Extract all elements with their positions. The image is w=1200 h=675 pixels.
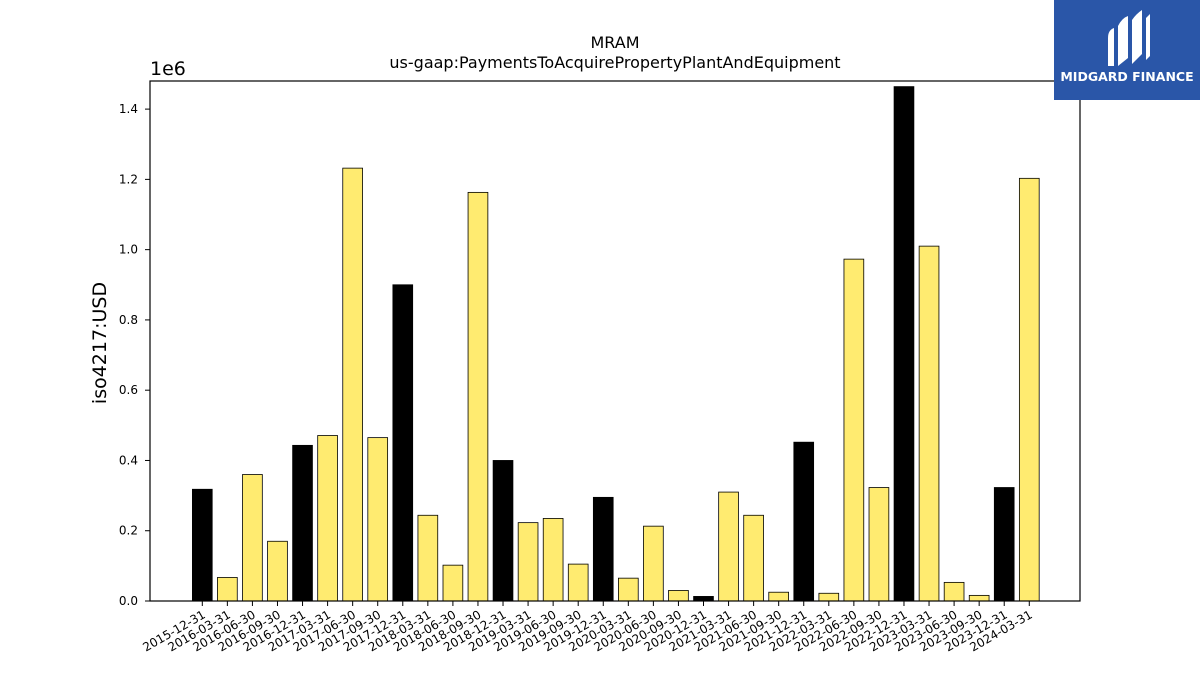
bar-2023-09-30 [968, 594, 990, 602]
bar-2024-03-31 [1018, 177, 1040, 602]
bar-2016-09-30 [267, 540, 288, 602]
bar-2018-06-30 [442, 564, 464, 602]
y-tick-label: 1.4 [119, 102, 138, 116]
bar-2020-09-30 [668, 590, 689, 602]
bar-2023-12-31 [993, 487, 1015, 602]
bar-2018-12-31 [492, 460, 514, 602]
bar-2020-12-31 [693, 596, 714, 602]
midgard-m-logo-icon [1108, 10, 1150, 66]
plot-frame [149, 80, 1081, 602]
bar-2022-03-31 [818, 592, 840, 602]
bar-2017-03-31 [317, 435, 338, 602]
bar-2020-06-30 [643, 525, 664, 602]
y-axis-label: iso4217:USD [89, 282, 111, 404]
bar-2021-03-31 [718, 491, 739, 602]
bar-2017-06-30 [342, 167, 363, 602]
bar-2020-03-31 [618, 577, 639, 602]
y-tick-label: 0.6 [119, 383, 138, 397]
bar-2018-03-31 [417, 514, 439, 602]
bar-2021-06-30 [743, 514, 764, 602]
bar-2023-06-30 [943, 581, 965, 602]
y-tick-label: 0.8 [119, 313, 138, 327]
bar-2016-03-31 [217, 577, 238, 602]
bar-2017-09-30 [367, 437, 389, 602]
bar-2023-03-31 [918, 245, 940, 602]
bar-2016-12-31 [292, 444, 313, 602]
bar-2019-06-30 [542, 518, 564, 602]
bar-2015-12-31 [191, 488, 213, 602]
y-ticks-group: 0.0 0.2 0.4 0.6 0.8 1.0 1.2 1.4 [119, 102, 150, 608]
bar-2019-03-31 [517, 522, 539, 602]
y-tick-label: 0.2 [119, 524, 138, 538]
bar-2021-12-31 [793, 441, 815, 602]
bars-group [191, 86, 1040, 602]
chart-title: MRAM [590, 33, 639, 52]
y-tick-label: 1.2 [119, 172, 138, 186]
bar-2018-09-30 [467, 191, 489, 602]
y-tick-label: 0.4 [119, 453, 138, 467]
brand-name: MIDGARD FINANCE [1060, 69, 1194, 84]
bar-2022-12-31 [893, 86, 915, 602]
bar-2022-06-30 [843, 258, 865, 602]
chart-subtitle: us-gaap:PaymentsToAcquirePropertyPlantAn… [389, 53, 840, 72]
bar-2019-09-30 [567, 563, 589, 602]
brand-logo: MIDGARD FINANCE [1054, 0, 1200, 100]
bar-2019-12-31 [592, 496, 614, 602]
x-ticks-group: 2015-12-312016-03-312016-06-302016-09-30… [140, 601, 1035, 654]
bar-2016-06-30 [242, 474, 263, 602]
bar-2022-09-30 [868, 487, 890, 602]
bar-2021-09-30 [768, 591, 789, 602]
y-axis-multiplier: 1e6 [150, 58, 186, 80]
bar-2017-12-31 [392, 284, 414, 602]
y-tick-label: 1.0 [119, 243, 138, 257]
y-tick-label: 0.0 [119, 594, 138, 608]
